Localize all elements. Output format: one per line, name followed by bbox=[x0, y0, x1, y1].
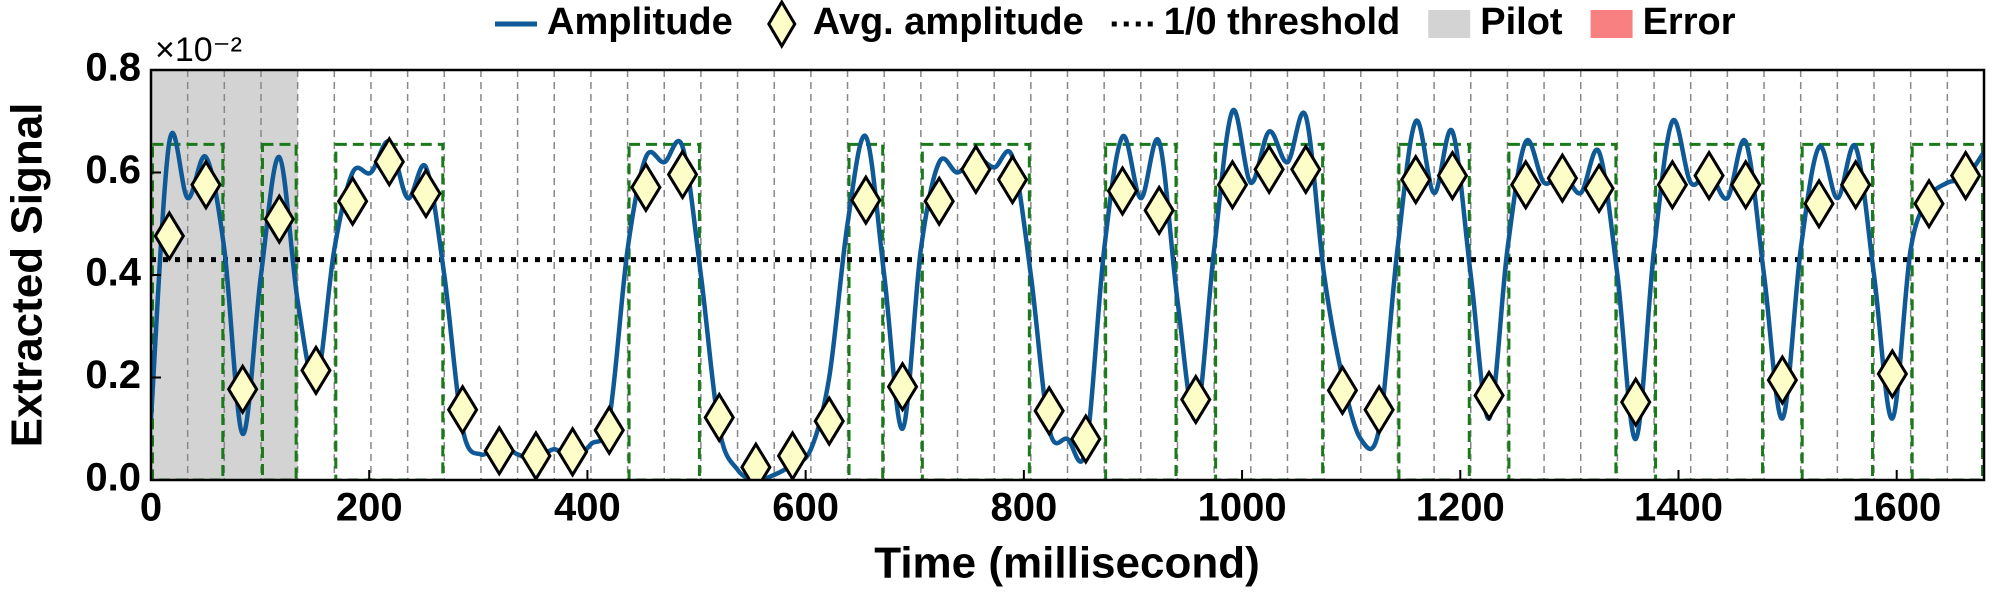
avg-marker bbox=[556, 425, 589, 478]
avg-marker bbox=[703, 391, 735, 444]
bit-frame bbox=[1800, 142, 1875, 480]
avg-marker bbox=[190, 158, 222, 211]
x-tick-label: 1000 bbox=[1198, 486, 1287, 530]
avg-marker bbox=[1766, 354, 1799, 406]
avg-marker bbox=[1363, 383, 1395, 436]
avg-marker bbox=[1143, 184, 1175, 237]
axes: 0 200 400 600 800 1000 1200 1400 1600 0.0 0.2 0.4 0.… bbox=[85, 46, 1941, 530]
y-tick-label: 0.2 bbox=[85, 353, 141, 397]
legend-error bbox=[1590, 10, 1633, 38]
avg-marker bbox=[1253, 143, 1285, 196]
avg-marker bbox=[1473, 369, 1505, 422]
avg-marker bbox=[520, 430, 552, 480]
avg-marker bbox=[1729, 158, 1762, 211]
avg-marker bbox=[593, 404, 626, 457]
avg-marker bbox=[1216, 158, 1249, 211]
y-multiplier: ×10⁻² bbox=[155, 31, 242, 69]
legend-label: Amplitude bbox=[547, 1, 733, 43]
bit-frame bbox=[1104, 142, 1178, 480]
avg-marker bbox=[960, 143, 992, 196]
avg-marker bbox=[1326, 364, 1359, 417]
avg-marker bbox=[1839, 158, 1872, 211]
avg-marker bbox=[263, 193, 296, 246]
y-axis-label: Extracted Signal bbox=[3, 103, 52, 448]
avg-marker bbox=[1913, 177, 1945, 230]
avg-marker bbox=[1400, 153, 1432, 206]
avg-marker bbox=[1876, 348, 1909, 400]
avg-marker bbox=[483, 424, 516, 477]
avg-marker bbox=[300, 344, 332, 397]
bit-frame bbox=[1507, 142, 1618, 480]
x-tick-label: 1600 bbox=[1852, 486, 1941, 530]
legend-label: Avg. amplitude bbox=[813, 1, 1084, 43]
bit-frame bbox=[1910, 142, 1984, 480]
x-axis-label: Time (millisecond) bbox=[874, 539, 1260, 588]
avg-marker bbox=[1693, 149, 1725, 202]
bit-frame bbox=[847, 142, 885, 480]
x-tick-label: 200 bbox=[336, 486, 403, 530]
avg-marker bbox=[373, 135, 406, 188]
x-tick-label: 1200 bbox=[1416, 486, 1505, 530]
bit-frame bbox=[1397, 142, 1471, 480]
avg-marker bbox=[1033, 384, 1065, 437]
legend-label: Error bbox=[1643, 1, 1736, 43]
x-tick-label: 0 bbox=[140, 486, 162, 530]
avg-marker bbox=[1803, 177, 1835, 230]
avg-marker bbox=[1180, 373, 1212, 426]
avg-marker bbox=[630, 161, 662, 214]
avg-marker bbox=[1656, 158, 1689, 211]
avg-marker bbox=[923, 175, 955, 228]
avg-marker bbox=[813, 395, 845, 447]
avg-marker bbox=[1509, 158, 1542, 211]
avg-marker bbox=[336, 175, 369, 228]
avg-marker bbox=[446, 383, 479, 436]
avg-marker bbox=[153, 210, 186, 262]
x-tick-label: 600 bbox=[772, 486, 839, 530]
plot-area bbox=[151, 70, 1984, 480]
x-tick-label: 1400 bbox=[1634, 486, 1723, 530]
avg-marker bbox=[410, 167, 442, 220]
bit-frame bbox=[151, 142, 225, 480]
legend-label: 1/0 threshold bbox=[1164, 1, 1401, 43]
legend-label: Pilot bbox=[1480, 1, 1563, 43]
x-tick-label: 400 bbox=[554, 486, 621, 530]
avg-marker bbox=[886, 360, 919, 413]
avg-marker bbox=[1619, 376, 1652, 428]
avg-marker bbox=[1949, 149, 1982, 202]
avg-marker bbox=[1436, 149, 1469, 202]
legend-diamond bbox=[767, 0, 797, 49]
y-tick-label: 0.0 bbox=[85, 456, 141, 500]
bit-frame bbox=[1654, 142, 1765, 480]
y-tick-label: 0.6 bbox=[85, 148, 141, 192]
legend-pilot bbox=[1428, 10, 1471, 38]
amplitude-line bbox=[151, 107, 1984, 480]
avg-marker bbox=[996, 153, 1029, 206]
avg-marker bbox=[1290, 143, 1322, 196]
avg-marker bbox=[226, 363, 259, 416]
bit-frame bbox=[260, 142, 298, 480]
avg-marker bbox=[1546, 152, 1579, 205]
avg-marker bbox=[1583, 162, 1615, 215]
avg-marker bbox=[1070, 413, 1102, 465]
y-tick-label: 0.8 bbox=[85, 46, 141, 90]
x-tick-label: 800 bbox=[990, 486, 1057, 530]
avg-marker bbox=[850, 174, 882, 227]
y-tick-label: 0.4 bbox=[85, 251, 141, 295]
avg-marker bbox=[666, 148, 699, 201]
avg-marker bbox=[1106, 165, 1139, 217]
legend: Amplitude Avg. amplitude 1/0 threshold Pilo… bbox=[495, 0, 1736, 49]
bit-frame bbox=[627, 142, 701, 480]
avg-marker bbox=[740, 441, 772, 480]
